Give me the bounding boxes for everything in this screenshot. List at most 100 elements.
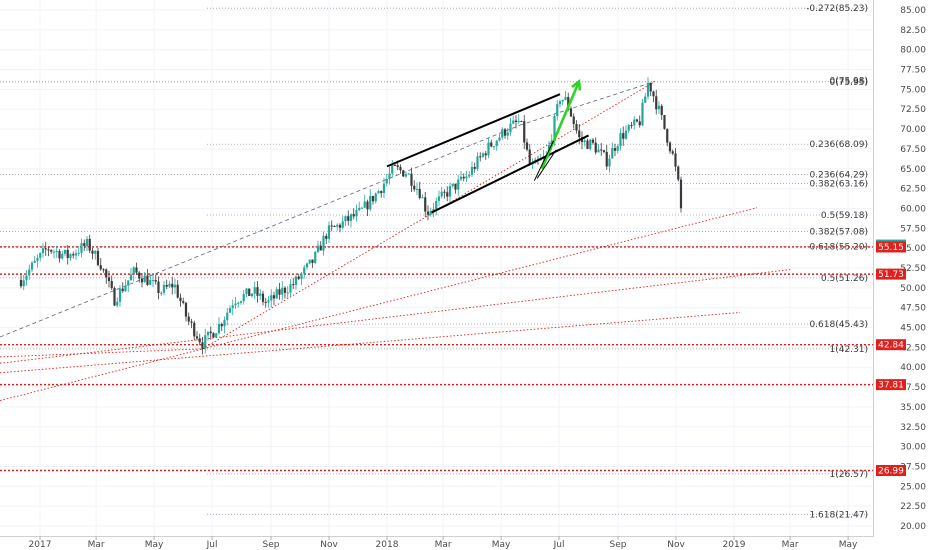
candle-body — [80, 243, 83, 253]
y-tick-label: 40.00 — [900, 363, 926, 373]
candle-body — [435, 200, 438, 210]
y-tick-label: 77.50 — [900, 66, 926, 76]
y-tick-label: 75.00 — [900, 85, 926, 95]
candle-body — [674, 153, 677, 167]
x-tick-label: May — [145, 540, 164, 550]
candle-body — [99, 265, 102, 270]
candle-body — [355, 210, 358, 217]
candle-body — [292, 284, 295, 286]
y-tick-label: 35.00 — [900, 403, 926, 413]
candle-body — [594, 142, 597, 153]
candle-body — [462, 176, 465, 179]
candle-body — [426, 211, 430, 215]
candle-body — [36, 257, 39, 261]
candle-body — [413, 185, 416, 190]
candle-body — [253, 287, 256, 294]
candle-body — [305, 263, 309, 268]
y-tick-label: 82.50 — [900, 26, 926, 36]
candle-body — [248, 288, 251, 297]
candle-body — [657, 105, 661, 110]
fib-level-label: 0.5(59.18) — [821, 211, 868, 221]
candle-body — [138, 272, 141, 279]
candle-body — [597, 149, 600, 153]
projection-arrow — [540, 80, 581, 170]
candle-body — [589, 139, 592, 149]
candle-body — [600, 149, 603, 151]
candle-body — [575, 123, 578, 131]
candle-body — [663, 115, 666, 129]
candle-body — [146, 275, 149, 285]
y-tick-label: 67.50 — [900, 145, 926, 155]
level-price-tag-text: 51.73 — [878, 270, 904, 280]
candle-body — [85, 238, 89, 246]
candle-body — [399, 167, 402, 171]
candle-body — [297, 276, 300, 279]
candle-body — [374, 193, 377, 202]
x-tick-label: Jul — [553, 540, 565, 550]
candle-body — [316, 245, 320, 253]
candle-body — [646, 83, 650, 97]
candle-body — [613, 148, 617, 151]
candle-body — [451, 183, 454, 187]
candle-body — [503, 129, 507, 136]
candle-body — [157, 281, 160, 293]
candle-body — [319, 245, 322, 251]
candle-body — [283, 287, 287, 293]
candle-body — [586, 140, 589, 149]
x-tick-label: Nov — [320, 540, 338, 550]
candle-body — [94, 250, 97, 254]
candle-body — [149, 280, 152, 285]
candle-body — [160, 292, 163, 294]
candle-body — [443, 191, 446, 193]
channel-lower-line — [431, 134, 589, 214]
candle-body — [638, 121, 641, 126]
candle-body — [209, 331, 212, 334]
level-price-tag — [876, 465, 906, 477]
candle-body — [96, 250, 100, 266]
x-tick-label: Sep — [263, 540, 280, 550]
drawn-channel — [386, 78, 589, 214]
candle-body — [344, 216, 347, 222]
candle-body — [446, 192, 449, 197]
candle-body — [223, 319, 226, 327]
candle-body — [572, 116, 575, 124]
level-price-tag-text: 37.81 — [878, 381, 904, 391]
y-tick-label: 42.50 — [900, 343, 926, 353]
candle-body — [116, 301, 119, 306]
candle-body — [182, 301, 185, 303]
y-tick-label: 72.50 — [900, 105, 926, 115]
candle-body — [448, 186, 452, 197]
candle-body — [322, 235, 325, 251]
candle-body — [289, 284, 292, 293]
candle-body — [358, 207, 361, 211]
candle-body — [454, 183, 457, 190]
fib-level-label: -0.272(85.23) — [806, 4, 868, 14]
candle-body — [624, 130, 628, 139]
fib-level-label: 0(75.98) — [829, 77, 868, 87]
candle-body — [140, 278, 144, 283]
fan-trendline — [0, 207, 758, 402]
candle-body — [578, 130, 581, 138]
candle-body — [261, 293, 265, 302]
y-tick-label: 62.50 — [900, 185, 926, 195]
candle-body — [468, 174, 471, 177]
candle-body — [677, 166, 680, 180]
candle-body — [110, 281, 113, 289]
candle-body — [553, 116, 556, 141]
candle-body — [113, 288, 116, 306]
candle-body — [608, 158, 611, 167]
channel-upper-line — [386, 93, 561, 168]
y-tick-label: 32.50 — [900, 423, 926, 433]
candle-body — [391, 165, 394, 174]
y-tick-label: 70.00 — [900, 125, 926, 135]
candle-body — [556, 104, 559, 117]
candle-body — [498, 137, 501, 141]
candle-body — [228, 308, 232, 313]
breakout-mark — [536, 149, 557, 179]
fib-level-label: 0.236(64.29) — [809, 170, 868, 180]
candle-body — [151, 280, 155, 282]
support-trendlines — [0, 81, 791, 402]
candle-body — [66, 249, 69, 258]
